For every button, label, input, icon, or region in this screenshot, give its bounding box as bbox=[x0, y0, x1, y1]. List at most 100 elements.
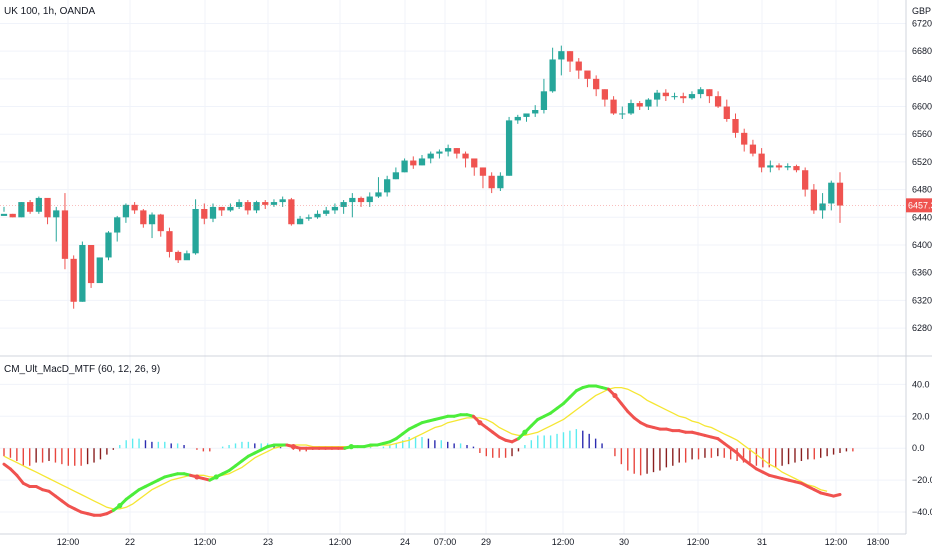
candle-body bbox=[209, 206, 217, 219]
price-tick-label: 6720.0 bbox=[912, 18, 932, 28]
candle-body bbox=[122, 204, 130, 218]
candle-body bbox=[148, 214, 156, 225]
candle-body bbox=[288, 199, 295, 225]
candle-body bbox=[688, 94, 696, 99]
price-candle bbox=[227, 203, 234, 212]
time-tick-label: 24 bbox=[400, 537, 410, 547]
macd-cross-dot bbox=[117, 503, 123, 509]
time-axis[interactable]: 12:00 22 12:00 23 12:00 24 07:00 29 12:00 30 12:00… bbox=[0, 533, 906, 547]
price-candle bbox=[558, 45, 565, 76]
candle-body bbox=[767, 165, 774, 168]
price-candle bbox=[105, 231, 112, 261]
candle-body bbox=[201, 209, 208, 219]
time-tick-label: 12:00 bbox=[552, 537, 575, 547]
macd-line-segment bbox=[735, 451, 746, 461]
price-candle bbox=[122, 203, 130, 223]
macd-tick-label: −20.0 bbox=[912, 475, 932, 485]
candle-body bbox=[462, 153, 469, 159]
price-candle bbox=[148, 212, 156, 239]
candle-body bbox=[114, 217, 121, 233]
candle-body bbox=[732, 119, 739, 133]
candle-body bbox=[784, 166, 791, 168]
price-axis[interactable]: GBP 6720.0 6680.0 6640.0 6600.0 6560.0 6520.0… bbox=[905, 0, 932, 534]
candle-body bbox=[819, 203, 826, 211]
time-tick-label: 23 bbox=[263, 537, 273, 547]
price-candle bbox=[784, 163, 791, 171]
candle-body bbox=[540, 91, 548, 110]
price-candle bbox=[688, 91, 696, 100]
price-candle bbox=[270, 199, 278, 207]
price-candle bbox=[680, 92, 687, 104]
macd-cross-dot bbox=[348, 444, 354, 450]
price-candle bbox=[70, 255, 77, 309]
price-candle bbox=[209, 203, 217, 223]
price-candle bbox=[540, 78, 548, 114]
price-candle bbox=[79, 241, 86, 302]
price-candle bbox=[662, 89, 669, 101]
price-candle bbox=[44, 197, 51, 225]
candle-body bbox=[131, 204, 138, 211]
candle-body bbox=[662, 92, 669, 97]
macd-cross-dot bbox=[612, 392, 618, 399]
candle-body bbox=[61, 210, 69, 259]
candle-body bbox=[79, 245, 86, 302]
candle-body bbox=[653, 92, 661, 100]
candle-body bbox=[244, 202, 251, 211]
price-candle bbox=[323, 206, 330, 216]
macd-cross-dot bbox=[477, 420, 483, 426]
price-candle bbox=[340, 200, 347, 214]
candle-body bbox=[505, 120, 513, 176]
candle-body bbox=[558, 51, 565, 60]
macd-line-segment bbox=[8, 467, 19, 477]
candle-body bbox=[836, 182, 844, 206]
candle-body bbox=[105, 232, 112, 258]
price-candle bbox=[549, 47, 556, 93]
price-candle bbox=[9, 213, 16, 218]
price-tick-label: 6600.0 bbox=[912, 102, 932, 112]
candle-body bbox=[575, 61, 582, 71]
candle-body bbox=[636, 103, 643, 107]
macd-tick-label: 20.0 bbox=[912, 411, 930, 421]
price-candle bbox=[436, 149, 443, 159]
candle-body bbox=[279, 199, 286, 203]
price-candle bbox=[305, 214, 312, 221]
price-candle bbox=[235, 199, 243, 209]
price-candle bbox=[802, 167, 809, 197]
current-price-badge bbox=[906, 198, 932, 213]
price-candle bbox=[253, 200, 260, 214]
time-tick-label: 18:00 bbox=[867, 537, 890, 547]
price-candle bbox=[836, 172, 844, 223]
macd-line-segment bbox=[626, 410, 636, 420]
price-candle bbox=[201, 203, 208, 225]
candle-body bbox=[183, 253, 191, 261]
candle-body bbox=[706, 89, 713, 97]
candle-body bbox=[619, 113, 626, 115]
candle-body bbox=[53, 210, 60, 218]
price-tick-label: 6400.0 bbox=[912, 240, 932, 250]
candle-body bbox=[18, 202, 25, 218]
price-candle bbox=[114, 215, 121, 242]
price-candle bbox=[741, 128, 748, 152]
macd-lines bbox=[2, 384, 842, 517]
price-candle bbox=[427, 151, 434, 164]
price-candle bbox=[175, 250, 182, 263]
candle-body bbox=[166, 231, 173, 252]
candle-body bbox=[410, 160, 417, 166]
candle-body bbox=[262, 202, 269, 205]
candle-body bbox=[270, 202, 278, 205]
candle-body bbox=[488, 175, 495, 189]
price-candle bbox=[26, 200, 34, 214]
candle-body bbox=[697, 89, 704, 95]
candle-body bbox=[296, 218, 304, 225]
time-tick-label: 12:00 bbox=[329, 537, 352, 547]
candle-body bbox=[96, 257, 103, 284]
price-candle bbox=[732, 113, 739, 138]
candle-body bbox=[218, 206, 225, 211]
macd-cross-dot bbox=[194, 474, 200, 480]
candle-body bbox=[384, 179, 391, 193]
candle-body bbox=[227, 206, 234, 211]
price-candle bbox=[244, 200, 251, 215]
grid-lines bbox=[0, 0, 906, 534]
candle-body bbox=[680, 96, 687, 99]
